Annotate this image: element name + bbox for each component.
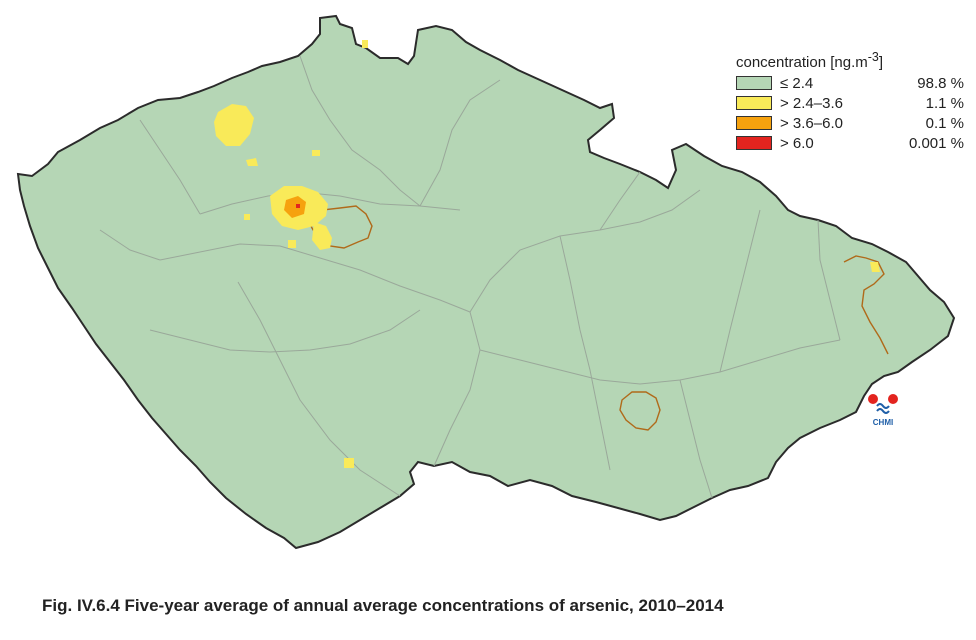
chmi-logo-text: CHMI: [872, 418, 894, 427]
elevated-concentration-areas: [214, 40, 880, 468]
legend-swatch-4: [736, 136, 772, 150]
legend-share-3: 0.1 %: [925, 114, 964, 132]
country-outline: [16, 14, 956, 550]
legend-share-4: 0.001 %: [908, 134, 964, 152]
ostrava-outline: [843, 255, 889, 355]
legend-range-3: > 3.6–6.0: [780, 114, 843, 132]
legend-swatch-3: [736, 116, 772, 130]
legend-range-2: > 2.4–3.6: [780, 94, 843, 112]
legend-title-end: ]: [878, 54, 884, 71]
legend-range-4: > 6.0: [780, 134, 814, 152]
figure-caption: Fig. IV.6.4 Five-year average of annual …: [42, 596, 724, 615]
legend-item-3: > 3.6–6.0 0.1 %: [736, 113, 964, 133]
legend-title-main: concentration [ng.m: [736, 54, 868, 71]
chmi-logo-icon: [868, 394, 898, 414]
map-legend: concentration [ng.m-3] ≤ 2.4 98.8 % > 2.…: [736, 50, 964, 153]
legend-title-exponent: -3: [867, 50, 879, 64]
legend-share-1: 98.8 %: [917, 74, 964, 92]
brno-outline: [619, 391, 661, 431]
legend-item-4: > 6.0 0.001 %: [736, 133, 964, 153]
legend-swatch-2: [736, 96, 772, 110]
legend-item-1: ≤ 2.4 98.8 %: [736, 73, 964, 93]
legend-range-1: ≤ 2.4: [780, 74, 814, 92]
legend-item-2: > 2.4–3.6 1.1 %: [736, 93, 964, 113]
chmi-logo: CHMI: [860, 390, 906, 430]
legend-swatch-1: [736, 76, 772, 90]
region-boundaries: [99, 55, 841, 499]
legend-title: concentration [ng.m-3]: [736, 50, 964, 71]
legend-share-2: 1.1 %: [925, 94, 964, 112]
concentration-map: [16, 14, 956, 550]
